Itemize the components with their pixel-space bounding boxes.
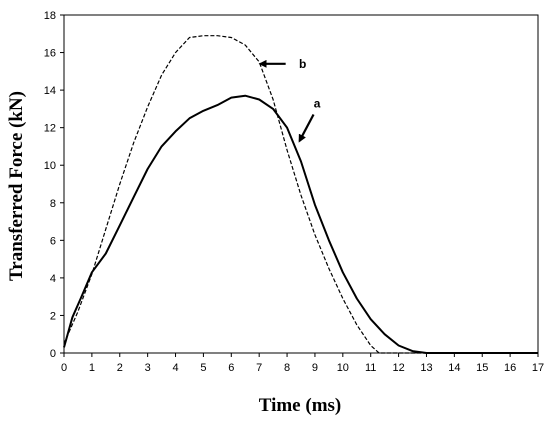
x-tick-label: 16 xyxy=(504,362,516,374)
annotation-a-label: a xyxy=(314,96,321,110)
x-tick-label: 13 xyxy=(420,362,432,374)
y-axis-title: Transferred Force (kN) xyxy=(6,91,27,281)
x-tick-label: 8 xyxy=(284,362,290,374)
y-tick-label: 14 xyxy=(44,85,56,97)
plot-area xyxy=(63,14,539,354)
y-tick-label: 8 xyxy=(50,198,56,210)
series-b-line xyxy=(63,35,538,354)
x-tick-label: 14 xyxy=(448,362,460,374)
x-tick-label: 1 xyxy=(89,362,95,374)
x-tick-label: 7 xyxy=(256,362,262,374)
x-axis-title: Time (ms) xyxy=(259,395,342,416)
series-a-line xyxy=(63,94,538,354)
plot-border xyxy=(63,14,539,354)
y-tick-label: 2 xyxy=(50,310,56,322)
x-axis-ticks: 0 1 2 3 4 5 6 7 8 9 10 11 12 13 14 15 16 17 xyxy=(61,353,544,374)
y-tick-label: 12 xyxy=(44,123,56,135)
x-tick-label: 9 xyxy=(312,362,318,374)
y-tick-label: 16 xyxy=(44,48,56,60)
x-tick-label: 2 xyxy=(117,362,123,374)
y-tick-label: 6 xyxy=(50,235,56,247)
y-tick-label: 18 xyxy=(44,10,56,22)
x-tick-label: 11 xyxy=(365,362,376,374)
x-tick-label: 4 xyxy=(172,362,178,374)
x-tick-label: 10 xyxy=(337,362,349,374)
x-tick-label: 17 xyxy=(532,362,544,374)
x-tick-label: 12 xyxy=(392,362,404,374)
y-tick-label: 4 xyxy=(50,273,56,285)
x-tick-label: 5 xyxy=(200,362,206,374)
series-layer xyxy=(63,35,538,354)
y-tick-label: 0 xyxy=(50,348,56,360)
x-tick-label: 3 xyxy=(145,362,151,374)
x-tick-label: 0 xyxy=(61,362,67,374)
x-tick-label: 15 xyxy=(476,362,488,374)
annotation-layer: ab xyxy=(258,57,321,143)
annotation-b-label: b xyxy=(299,57,306,71)
x-tick-label: 6 xyxy=(228,362,234,374)
y-tick-label: 10 xyxy=(44,160,56,172)
annotation-a-arrow xyxy=(298,114,315,143)
y-axis-ticks: 0 2 4 6 8 10 12 14 16 18 xyxy=(44,10,64,360)
